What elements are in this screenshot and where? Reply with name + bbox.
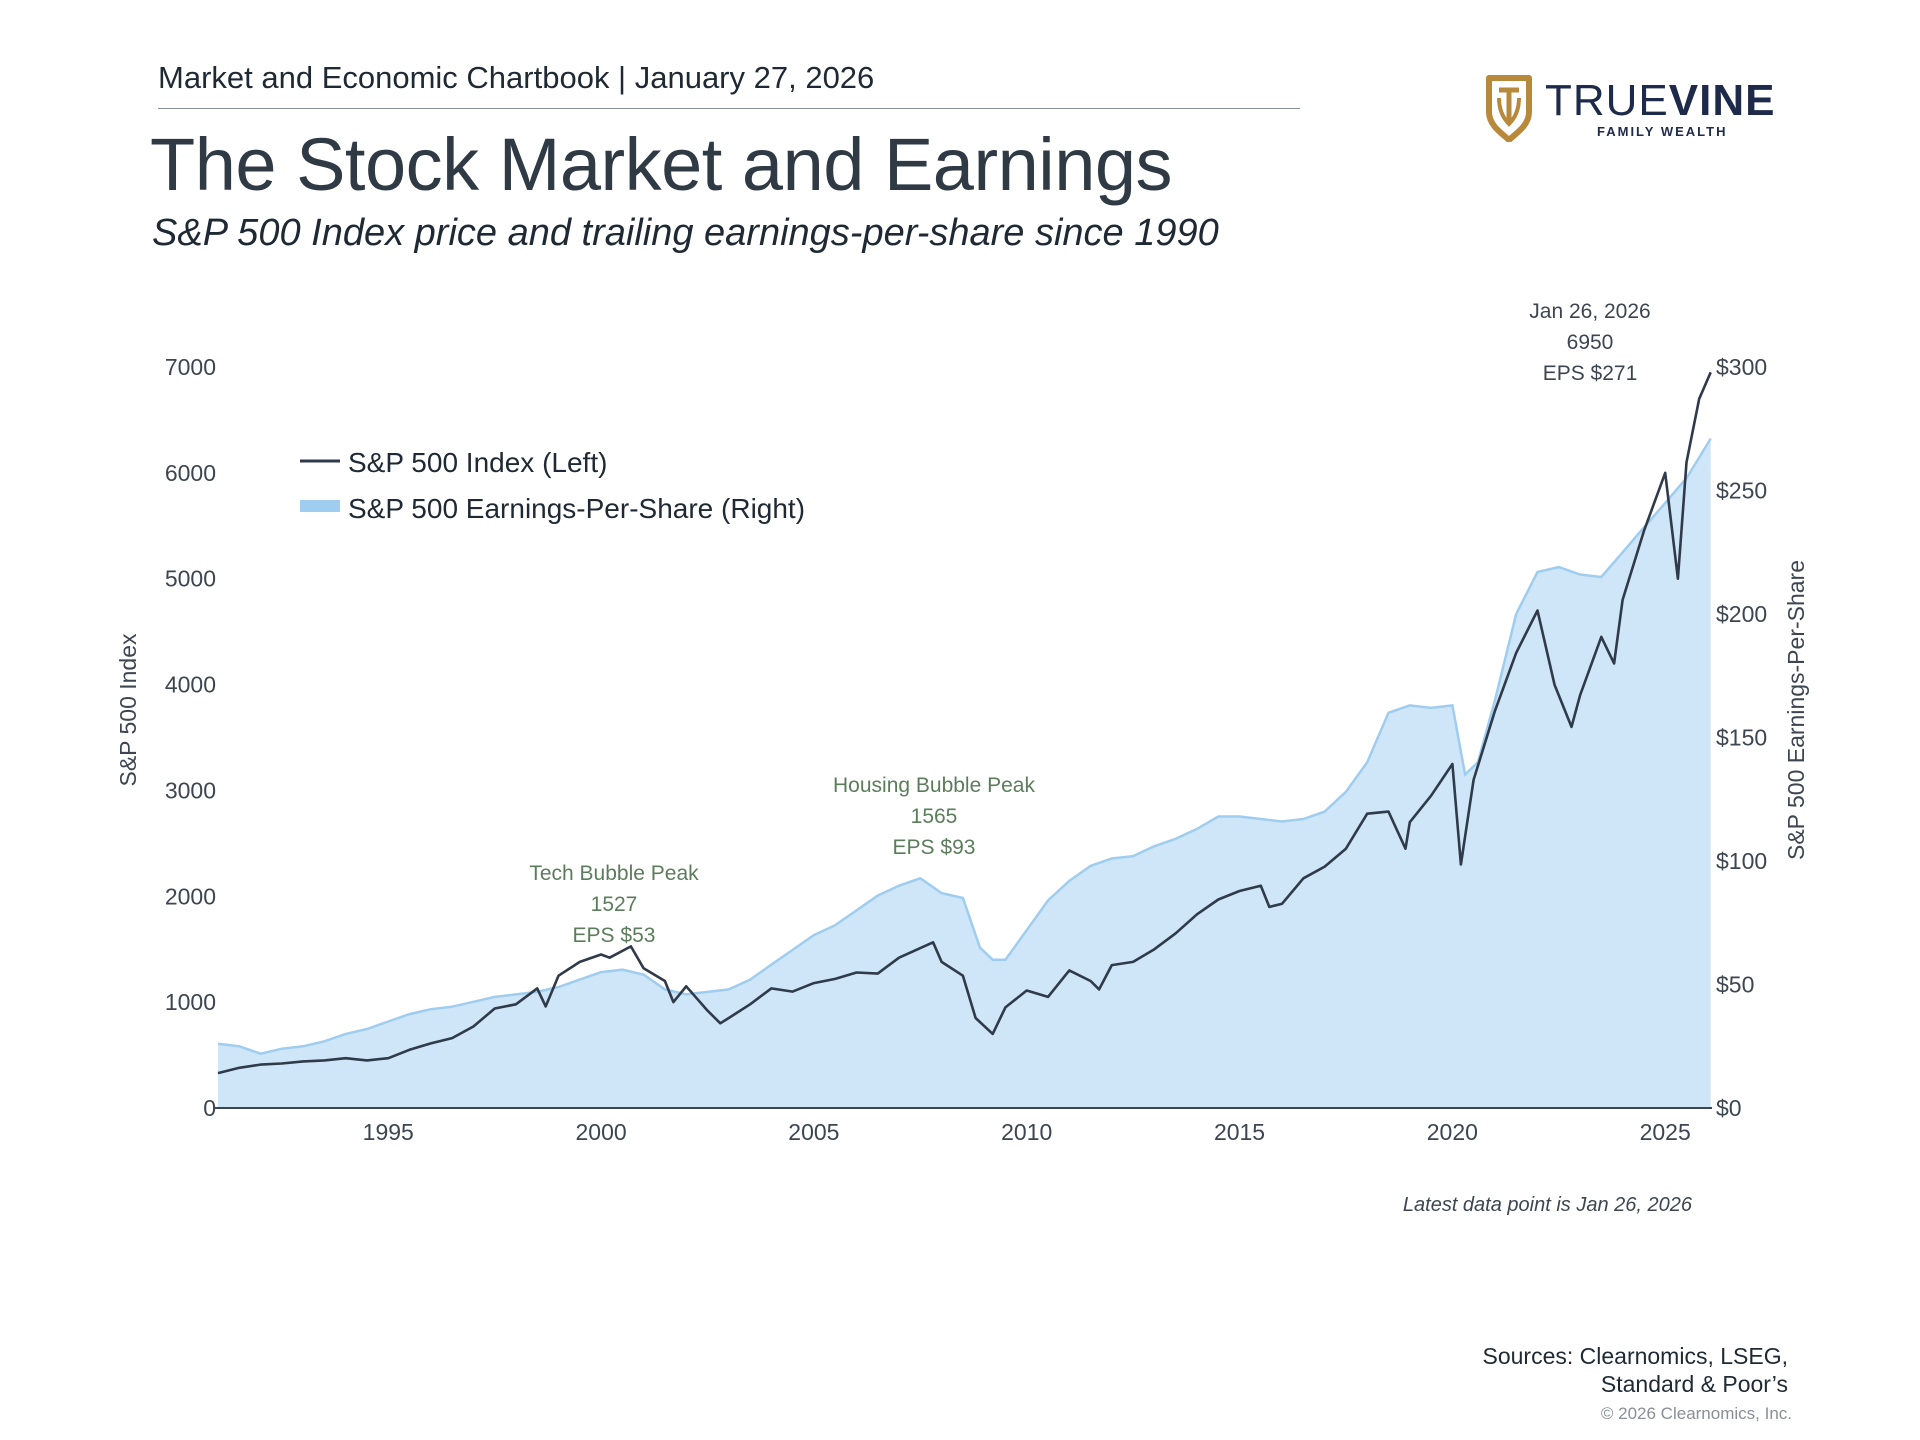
logo-word-light: TRUE	[1545, 76, 1669, 125]
y-right-axis-title: S&P 500 Earnings-Per-Share	[1783, 560, 1809, 860]
legend-index-label: S&P 500 Index (Left)	[348, 447, 607, 478]
y-right-tick-label: $0	[1716, 1095, 1742, 1121]
page-title: The Stock Market and Earnings	[150, 123, 1173, 206]
annotation-title: Jan 26, 2026	[1529, 300, 1650, 323]
y-left-tick-label: 5000	[165, 566, 216, 592]
annotation-eps: EPS $271	[1543, 362, 1638, 385]
y-right-tick-label: $250	[1716, 478, 1767, 504]
y-left-tick-label: 0	[203, 1095, 216, 1121]
latest-data-note: Latest data point is Jan 26, 2026	[1402, 1194, 1692, 1216]
legend-eps-swatch	[300, 500, 340, 512]
y-right-tick-label: $100	[1716, 848, 1767, 874]
chartbook-header: Market and Economic Chartbook | January …	[158, 60, 875, 95]
annotation-eps: EPS $93	[893, 836, 976, 859]
sources-note: Sources: Clearnomics, LSEG, Standard & P…	[1482, 1342, 1788, 1398]
sp500-index-line	[217, 371, 1712, 1075]
sources-line-1: Sources: Clearnomics, LSEG,	[1482, 1343, 1788, 1369]
x-tick-label: 2025	[1640, 1119, 1691, 1145]
annotation-title: Tech Bubble Peak	[529, 862, 699, 885]
y-right-tick-label: $50	[1716, 972, 1754, 998]
x-tick-label: 2010	[1001, 1119, 1052, 1145]
annotation-eps: EPS $53	[573, 924, 656, 947]
x-tick-label: 2005	[788, 1119, 839, 1145]
y-left-tick-label: 2000	[165, 883, 216, 909]
annotation-value: 1565	[911, 805, 958, 828]
logo-wordmark: TRUEVINE	[1545, 76, 1775, 126]
annotation-title: Housing Bubble Peak	[833, 774, 1035, 797]
y-right-tick-label: $300	[1716, 354, 1767, 380]
logo-tagline: FAMILY WEALTH	[1597, 124, 1728, 139]
y-right-tick-label: $150	[1716, 725, 1767, 751]
x-tick-label: 1995	[363, 1119, 414, 1145]
x-tick-label: 2015	[1214, 1119, 1265, 1145]
eps-area-edge	[217, 437, 1712, 1056]
annotation-value: 6950	[1567, 331, 1614, 354]
shield-icon	[1486, 75, 1532, 142]
x-tick-label: 2000	[575, 1119, 626, 1145]
annotation-value: 1527	[591, 893, 638, 916]
header-divider	[158, 108, 1300, 109]
legend-eps-label: S&P 500 Earnings-Per-Share (Right)	[348, 493, 805, 524]
y-left-tick-label: 1000	[165, 989, 216, 1015]
x-tick-label: 2020	[1427, 1119, 1478, 1145]
y-left-tick-label: 4000	[165, 672, 216, 698]
y-left-tick-label: 3000	[165, 777, 216, 803]
logo-word-bold: VINE	[1668, 76, 1776, 125]
copyright: © 2026 Clearnomics, Inc.	[1600, 1404, 1792, 1423]
y-right-tick-label: $200	[1716, 601, 1767, 627]
y-left-tick-label: 6000	[165, 460, 216, 486]
y-left-tick-label: 7000	[165, 354, 216, 380]
y-left-axis-title: S&P 500 Index	[115, 633, 141, 787]
eps-area	[218, 438, 1711, 1109]
sources-line-2: Standard & Poor’s	[1600, 1371, 1788, 1397]
page-subtitle: S&P 500 Index price and trailing earning…	[152, 212, 1219, 254]
truevine-logo: TRUEVINE FAMILY WEALTH	[1485, 74, 1775, 146]
